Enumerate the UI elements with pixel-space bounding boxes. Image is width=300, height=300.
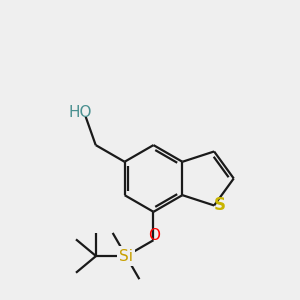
Text: HO: HO xyxy=(68,105,92,120)
Text: S: S xyxy=(214,196,226,214)
Text: O: O xyxy=(148,228,160,243)
Text: Si: Si xyxy=(119,248,133,263)
